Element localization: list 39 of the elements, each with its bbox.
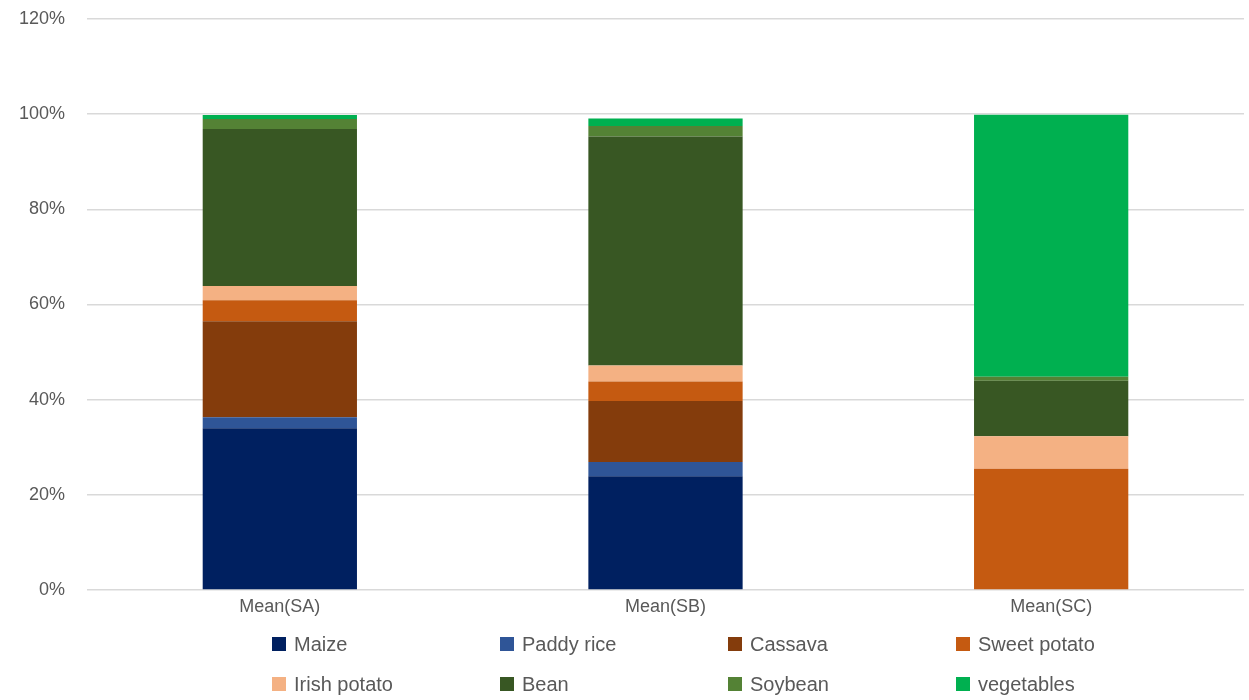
bar xyxy=(588,118,743,127)
bar xyxy=(202,128,357,286)
bar xyxy=(588,462,743,477)
bar xyxy=(202,118,357,129)
bar xyxy=(202,285,357,301)
bar xyxy=(974,114,1129,377)
legend-label: Cassava xyxy=(750,632,828,656)
legend-label: Maize xyxy=(294,632,348,656)
y-tick-label: 100% xyxy=(18,103,65,124)
x-tick-label: Mean(SB) xyxy=(624,595,707,616)
x-tick-label: Mean(SC) xyxy=(1010,595,1093,616)
y-tick-label: 20% xyxy=(28,483,65,504)
bar xyxy=(974,468,1129,590)
legend-label: vegetables xyxy=(978,672,1075,696)
bar xyxy=(202,115,357,119)
y-tick-label: 80% xyxy=(28,198,65,219)
bar xyxy=(588,476,743,590)
bar xyxy=(588,381,743,402)
y-tick-label: 60% xyxy=(28,293,65,314)
legend-label: Bean xyxy=(522,672,569,696)
bar xyxy=(202,417,357,429)
bar xyxy=(588,126,743,137)
y-tick-label: 120% xyxy=(18,7,65,28)
bar xyxy=(974,376,1129,381)
bar xyxy=(588,136,743,366)
bar xyxy=(202,428,357,590)
bar xyxy=(202,321,357,418)
bar xyxy=(974,380,1129,437)
bar xyxy=(974,436,1129,469)
legend-label: Irish potato xyxy=(294,672,393,696)
legend-label: Soybean xyxy=(750,672,829,696)
bar xyxy=(588,401,743,462)
legend-label: Paddy rice xyxy=(522,632,617,656)
y-tick-label: 0% xyxy=(38,578,65,599)
bar xyxy=(588,365,743,382)
bar xyxy=(202,300,357,322)
x-tick-label: Mean(SA) xyxy=(239,595,321,616)
legend-label: Sweet potato xyxy=(978,632,1095,656)
y-tick-label: 40% xyxy=(28,388,65,409)
